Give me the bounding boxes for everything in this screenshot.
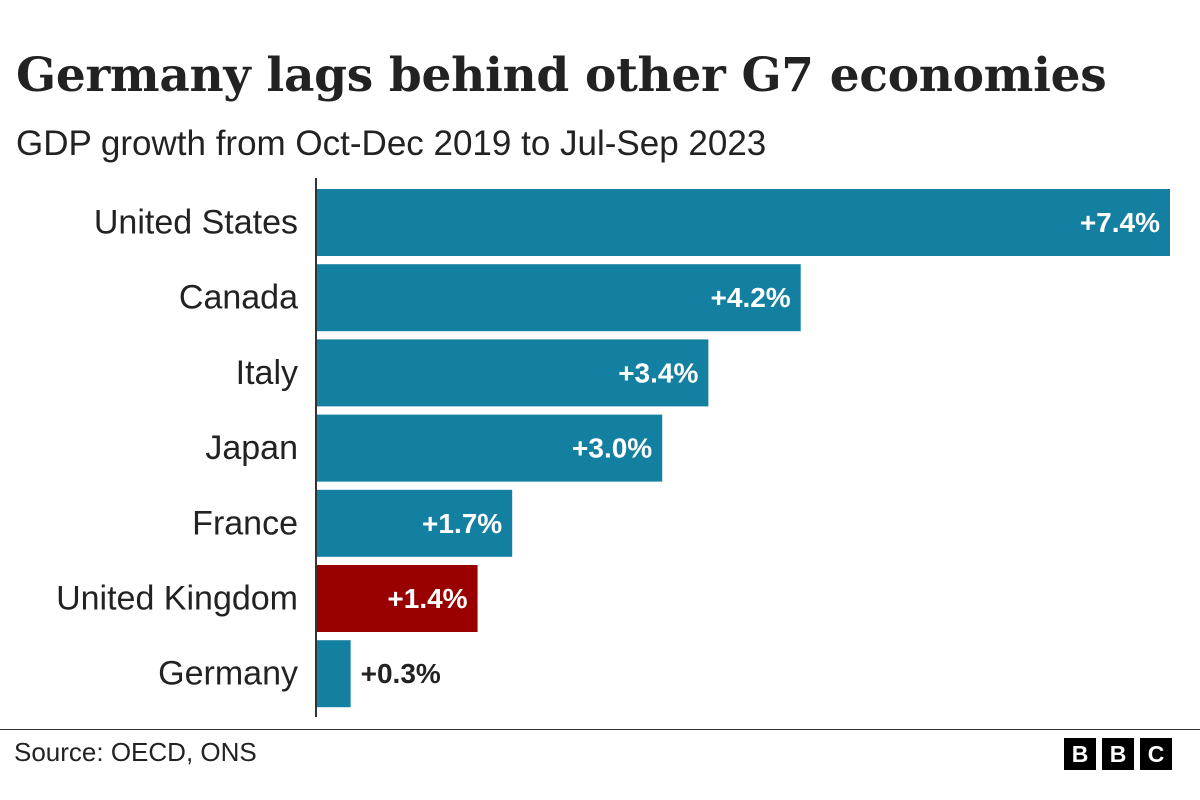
category-label: United Kingdom <box>56 580 298 618</box>
value-label: +3.4% <box>618 357 698 388</box>
bbc-logo-letter: B <box>1102 738 1134 770</box>
category-label: Canada <box>179 279 298 317</box>
chart-subtitle: GDP growth from Oct-Dec 2019 to Jul-Sep … <box>16 124 767 163</box>
bbc-logo-letter: C <box>1140 738 1172 770</box>
category-label: Germany <box>158 655 298 693</box>
category-label: Italy <box>236 354 298 392</box>
bar-japan <box>316 414 663 482</box>
value-label: +1.4% <box>387 583 467 614</box>
value-label: +4.2% <box>711 282 791 313</box>
value-label: +1.7% <box>422 508 502 539</box>
bar-united-states <box>316 189 1170 256</box>
category-label: France <box>192 504 298 542</box>
chart-title: Germany lags behind other G7 economies <box>16 48 1107 103</box>
category-label: Japan <box>205 429 298 467</box>
bar-canada <box>316 264 801 332</box>
bar-germany <box>316 640 351 708</box>
bbc-logo-letter: B <box>1064 738 1096 770</box>
bar-italy <box>316 339 709 407</box>
source-note: Source: OECD, ONS <box>14 737 257 767</box>
value-label: +7.4% <box>1080 207 1160 238</box>
bbc-logo: B B C <box>1064 738 1172 770</box>
bar-united-kingdom <box>316 565 478 632</box>
value-label: +0.3% <box>361 658 441 689</box>
bar-france <box>316 489 513 557</box>
footer-divider <box>0 729 1200 730</box>
value-label: +3.0% <box>572 433 652 464</box>
category-label: United States <box>94 204 298 242</box>
